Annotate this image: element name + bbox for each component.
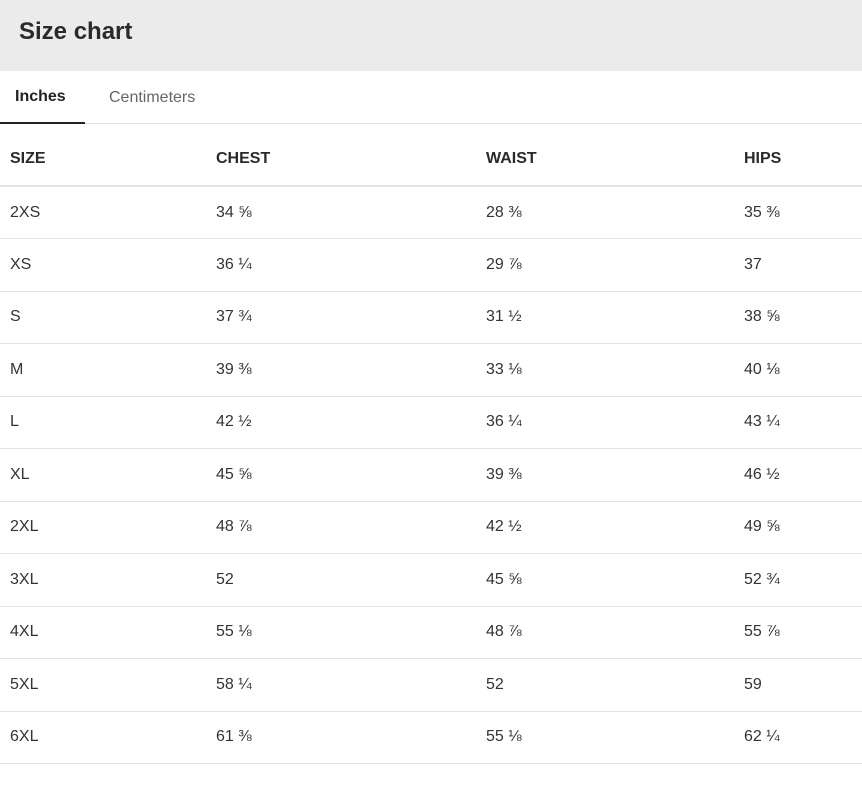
size-table: SIZE CHEST WAIST HIPS 2XS 34 ⅝ 28 ⅜ 35 ⅜… — [0, 124, 862, 764]
size-cell: 5XL — [0, 658, 206, 712]
hips-cell: 40 ⅛ — [734, 343, 862, 397]
chest-cell: 52 — [206, 553, 476, 607]
waist-cell: 39 ⅜ — [476, 448, 734, 502]
tab-inches[interactable]: Inches — [0, 71, 85, 124]
hips-cell: 43 ¼ — [734, 396, 862, 449]
chest-cell: 61 ⅜ — [206, 711, 476, 764]
chest-cell: 58 ¼ — [206, 658, 476, 712]
chest-cell: 45 ⅝ — [206, 448, 476, 502]
size-cell: 2XL — [0, 501, 206, 554]
waist-cell: 28 ⅜ — [476, 186, 734, 239]
chest-cell: 39 ⅜ — [206, 343, 476, 397]
size-cell: 4XL — [0, 606, 206, 659]
table-row: XL 45 ⅝ 39 ⅜ 46 ½ — [0, 448, 862, 502]
size-cell: XS — [0, 238, 206, 292]
column-header-hips: HIPS — [734, 124, 862, 187]
page-title: Size chart — [19, 17, 133, 45]
size-cell: 3XL — [0, 553, 206, 607]
hips-cell: 55 ⅞ — [734, 606, 862, 659]
hips-cell: 38 ⅝ — [734, 291, 862, 344]
size-cell: M — [0, 343, 206, 397]
column-header-chest: CHEST — [206, 124, 476, 187]
table-row: 6XL 61 ⅜ 55 ⅛ 62 ¼ — [0, 711, 862, 764]
hips-cell: 49 ⅝ — [734, 501, 862, 554]
waist-cell: 42 ½ — [476, 501, 734, 554]
size-cell: L — [0, 396, 206, 449]
modal-header: Size chart — [0, 0, 862, 71]
chest-cell: 37 ¾ — [206, 291, 476, 344]
chest-cell: 55 ⅛ — [206, 606, 476, 659]
waist-cell: 31 ½ — [476, 291, 734, 344]
table-row: 4XL 55 ⅛ 48 ⅞ 55 ⅞ — [0, 606, 862, 659]
table-row: S 37 ¾ 31 ½ 38 ⅝ — [0, 291, 862, 344]
table-row: 3XL 52 45 ⅝ 52 ¾ — [0, 553, 862, 607]
waist-cell: 45 ⅝ — [476, 553, 734, 607]
waist-cell: 52 — [476, 658, 734, 712]
size-cell: S — [0, 291, 206, 344]
hips-cell: 35 ⅜ — [734, 186, 862, 239]
hips-cell: 59 — [734, 658, 862, 712]
waist-cell: 55 ⅛ — [476, 711, 734, 764]
waist-cell: 36 ¼ — [476, 396, 734, 449]
hips-cell: 62 ¼ — [734, 711, 862, 764]
size-cell: XL — [0, 448, 206, 502]
table-row: 2XS 34 ⅝ 28 ⅜ 35 ⅜ — [0, 186, 862, 239]
table-row: XS 36 ¼ 29 ⅞ 37 — [0, 238, 862, 292]
hips-cell: 52 ¾ — [734, 553, 862, 607]
table-row: L 42 ½ 36 ¼ 43 ¼ — [0, 396, 862, 449]
waist-cell: 33 ⅛ — [476, 343, 734, 397]
chest-cell: 34 ⅝ — [206, 186, 476, 239]
table-row: 2XL 48 ⅞ 42 ½ 49 ⅝ — [0, 501, 862, 554]
chest-cell: 42 ½ — [206, 396, 476, 449]
column-header-size: SIZE — [0, 124, 206, 187]
unit-tabs: Inches Centimeters — [0, 71, 862, 124]
waist-cell: 29 ⅞ — [476, 238, 734, 292]
chest-cell: 48 ⅞ — [206, 501, 476, 554]
hips-cell: 37 — [734, 238, 862, 292]
column-header-waist: WAIST — [476, 124, 734, 187]
size-cell: 2XS — [0, 186, 206, 239]
hips-cell: 46 ½ — [734, 448, 862, 502]
table-row: M 39 ⅜ 33 ⅛ 40 ⅛ — [0, 343, 862, 397]
chest-cell: 36 ¼ — [206, 238, 476, 292]
table-header-row: SIZE CHEST WAIST HIPS — [0, 124, 862, 187]
size-cell: 6XL — [0, 711, 206, 764]
table-row: 5XL 58 ¼ 52 59 — [0, 658, 862, 712]
waist-cell: 48 ⅞ — [476, 606, 734, 659]
tab-centimeters[interactable]: Centimeters — [109, 88, 196, 106]
